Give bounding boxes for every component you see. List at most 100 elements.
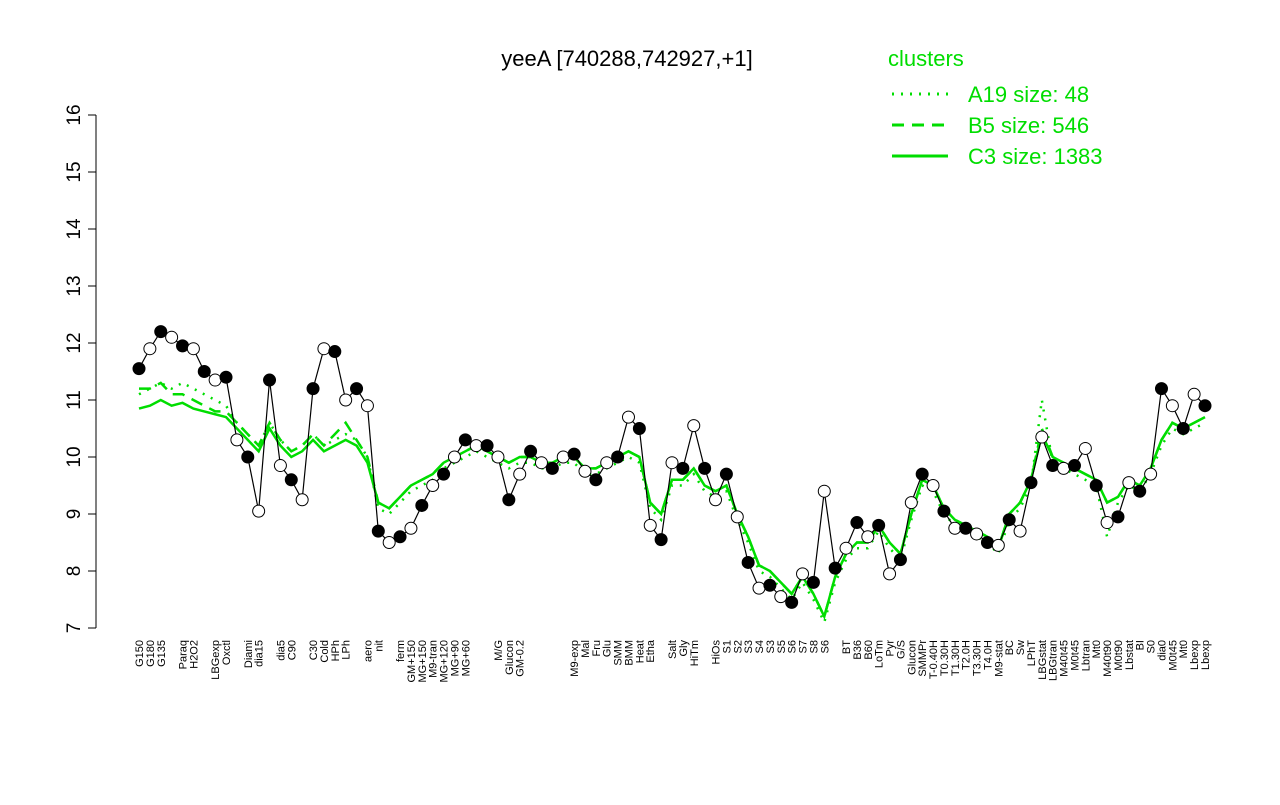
data-point bbox=[1057, 461, 1071, 475]
data-point bbox=[154, 325, 168, 339]
x-tick-label: S2 bbox=[732, 640, 744, 653]
y-tick-label: 14 bbox=[64, 218, 85, 240]
data-point bbox=[937, 504, 951, 518]
data-point bbox=[883, 567, 897, 581]
data-point bbox=[534, 456, 548, 470]
x-tick-label: LBGexp bbox=[210, 640, 222, 680]
x-tick-label: MG+120 bbox=[439, 640, 451, 683]
data-point bbox=[458, 433, 472, 447]
x-tick-label: LPh bbox=[341, 640, 353, 660]
x-tick-label: M/G bbox=[493, 640, 505, 661]
x-tick-label: LBGstat bbox=[1037, 640, 1049, 680]
data-point bbox=[774, 590, 788, 604]
data-point bbox=[252, 504, 266, 518]
x-tick-label: MG+90 bbox=[449, 640, 461, 676]
data-point bbox=[763, 578, 777, 592]
data-point bbox=[730, 510, 744, 524]
x-tick-label: S3 bbox=[765, 640, 777, 653]
data-point bbox=[926, 479, 940, 492]
x-tick-label: G135 bbox=[156, 640, 168, 667]
x-tick-label: G/S bbox=[895, 640, 907, 659]
data-point bbox=[143, 342, 157, 356]
x-tick-label: T-0.40H bbox=[928, 640, 940, 679]
data-point bbox=[796, 567, 810, 581]
data-point bbox=[513, 467, 527, 481]
data-point bbox=[219, 370, 233, 384]
y-tick-label: 8 bbox=[64, 566, 85, 577]
x-tick-label: Paraq bbox=[178, 640, 190, 669]
data-point bbox=[241, 450, 255, 464]
data-point bbox=[328, 345, 342, 359]
x-tick-label: BMM bbox=[623, 640, 635, 666]
y-tick-label: 16 bbox=[64, 104, 85, 125]
x-tick-label: SMM bbox=[613, 640, 625, 666]
chart-title: yeeA [740288,742927,+1] bbox=[501, 46, 752, 71]
x-tick-label: M9-exp bbox=[569, 640, 581, 677]
data-point bbox=[676, 461, 690, 475]
x-tick-label: T0.30H bbox=[939, 640, 951, 676]
data-point bbox=[1176, 422, 1190, 435]
x-tick-label: M0t45 bbox=[1069, 640, 1081, 671]
data-point bbox=[785, 595, 799, 609]
data-point bbox=[284, 473, 298, 487]
x-tick-label: BI bbox=[1135, 640, 1147, 650]
data-point bbox=[687, 419, 701, 433]
data-point bbox=[1144, 467, 1158, 481]
x-tick-label: dia15 bbox=[254, 640, 266, 667]
data-point bbox=[176, 339, 190, 353]
data-point bbox=[491, 450, 505, 464]
x-tick-label: S7 bbox=[798, 640, 810, 653]
data-point bbox=[839, 541, 853, 555]
data-point bbox=[611, 450, 625, 464]
data-point bbox=[1122, 476, 1136, 490]
x-tick-label: M0t45 bbox=[1167, 640, 1179, 671]
x-tick-label: Mal bbox=[580, 640, 592, 658]
data-point bbox=[426, 479, 440, 492]
data-point bbox=[447, 450, 461, 464]
data-point bbox=[263, 373, 277, 387]
x-tick-label: C30 bbox=[308, 640, 320, 660]
data-point bbox=[621, 410, 635, 424]
x-tick-label: LBGtran bbox=[1048, 640, 1060, 681]
data-point bbox=[567, 447, 581, 461]
x-tick-label: G150 bbox=[134, 640, 146, 667]
x-tick-label: T4.0H bbox=[982, 640, 994, 670]
x-tick-label: C90 bbox=[286, 640, 298, 660]
x-tick-label: ferm bbox=[395, 640, 407, 662]
x-tick-label: M9-tran bbox=[428, 640, 440, 678]
data-point bbox=[404, 521, 418, 535]
x-tick-label: Heat bbox=[634, 640, 646, 663]
x-tick-label: Glucon bbox=[504, 640, 516, 675]
data-point bbox=[1165, 399, 1179, 413]
x-tick-label: Mt0 bbox=[1091, 640, 1103, 658]
x-tick-label: GM-0.2 bbox=[515, 640, 527, 677]
data-point bbox=[948, 521, 962, 535]
data-point bbox=[317, 342, 331, 356]
x-tick-label: HiOs bbox=[711, 640, 723, 665]
data-point bbox=[393, 530, 407, 544]
data-point bbox=[502, 493, 516, 507]
x-tick-label: Cold bbox=[319, 640, 331, 663]
data-point bbox=[872, 518, 886, 532]
x-tick-label: G180 bbox=[145, 640, 157, 667]
data-point bbox=[1133, 484, 1147, 498]
data-point bbox=[350, 382, 364, 396]
legend-label: B5 size: 546 bbox=[968, 113, 1089, 138]
data-point bbox=[709, 493, 723, 507]
x-tick-label: GM+150 bbox=[406, 640, 418, 683]
x-tick-label: Diami bbox=[243, 640, 255, 668]
data-point bbox=[915, 467, 929, 481]
data-point bbox=[806, 575, 820, 589]
x-tick-label: SMMPr bbox=[917, 640, 929, 677]
data-point bbox=[600, 456, 614, 470]
x-tick-label: Salt bbox=[667, 640, 679, 659]
x-tick-label: M9-stat bbox=[993, 640, 1005, 677]
x-tick-label: S1 bbox=[721, 640, 733, 653]
x-tick-label: T2.0H bbox=[961, 640, 973, 670]
x-tick-label: Sw bbox=[1015, 640, 1027, 655]
x-tick-label: M40t45 bbox=[1059, 640, 1071, 677]
data-point bbox=[1198, 399, 1212, 413]
data-point bbox=[1089, 479, 1103, 492]
x-tick-label: T3.30H bbox=[972, 640, 984, 676]
x-tick-label: Lbexp bbox=[1200, 640, 1212, 670]
